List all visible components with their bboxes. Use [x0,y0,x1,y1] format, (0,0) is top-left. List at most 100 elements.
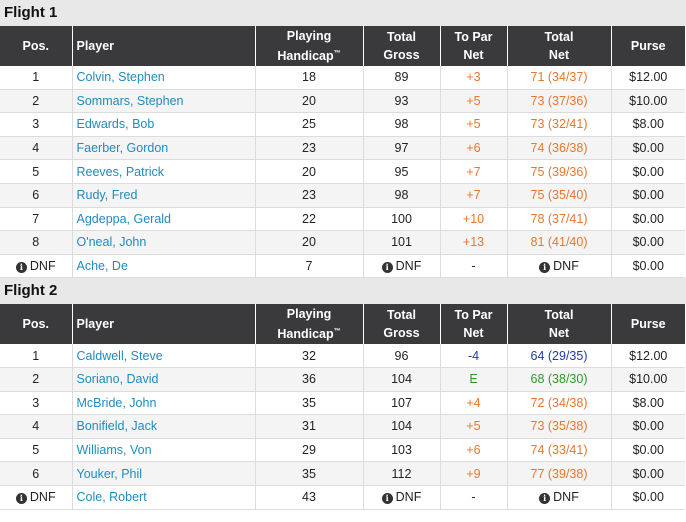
col-player[interactable]: Player [72,26,256,66]
player-link[interactable]: Rudy, Fred [72,183,256,208]
cell-gross: 97 [363,136,441,161]
cell-purse: $0.00 [611,254,685,279]
col-purse[interactable]: Purse [611,304,685,345]
cell-net: 75 (35/40) [507,183,612,208]
cell-net: 72 (34/38) [507,391,612,416]
player-link[interactable]: Bonifield, Jack [72,414,256,439]
gross-value: DNF [395,259,422,274]
player-link[interactable]: Soriano, David [72,367,256,392]
player-link[interactable]: McBride, John [72,391,256,416]
cell-gross: 98 [363,112,441,137]
flight-title: Flight 2 [0,278,686,305]
cell-gross: 100 [363,207,441,232]
info-icon[interactable]: i [381,493,393,505]
cell-purse: $0.00 [611,414,685,439]
pos-value: 6 [32,466,40,481]
col-topar[interactable]: To Par Net [440,26,508,66]
cell-purse: $12.00 [611,66,685,90]
player-link[interactable]: Colvin, Stephen [72,66,256,90]
cell-pos: 2 [0,367,73,392]
net-value: 71 (34/37) [530,70,588,85]
cell-purse: $10.00 [611,367,685,392]
gross-value: 107 [391,395,412,410]
cell-topar: +6 [440,136,508,161]
player-link[interactable]: Cole, Robert [72,485,256,510]
player-link[interactable]: Sommars, Stephen [72,89,256,114]
cell-pos: 6 [0,183,73,208]
gross-value: 96 [394,348,409,363]
info-icon[interactable]: i [15,493,27,505]
col-topar[interactable]: To Par Net [440,304,508,345]
pos-value: 7 [32,211,40,226]
header-row: Pos. Player Playing Handicap™ Total Gross … [0,304,685,345]
cell-net: i DNF [507,254,612,279]
player-link[interactable]: Caldwell, Steve [72,344,256,368]
info-icon[interactable]: i [539,262,551,274]
cell-gross: 104 [363,367,441,392]
table-row: 6 Youker, Phil 35 112 +9 77 (39/38) $0.00 [0,461,685,486]
cell-net: 74 (36/38) [507,136,612,161]
gross-value: 89 [394,70,409,85]
cell-topar: +7 [440,159,508,184]
cell-gross: i DNF [363,485,441,510]
cell-pos: 3 [0,112,73,137]
col-handicap[interactable]: Playing Handicap™ [255,304,364,345]
gross-value: 104 [391,419,412,434]
cell-topar: +5 [440,414,508,439]
pos-value: 2 [32,372,40,387]
player-link[interactable]: O'neal, John [72,230,256,255]
col-pos[interactable]: Pos. [0,26,73,66]
player-link[interactable]: Williams, Von [72,438,256,463]
info-icon[interactable]: i [15,262,27,274]
table-row: 3 Edwards, Bob 25 98 +5 73 (32/41) $8.00 [0,112,685,137]
net-value: 73 (37/36) [530,93,588,108]
player-link[interactable]: Faerber, Gordon [72,136,256,161]
cell-purse: $0.00 [611,159,685,184]
cell-gross: 93 [363,89,441,114]
col-player[interactable]: Player [72,304,256,345]
results-table: Pos. Player Playing Handicap™ Total Gross … [0,304,685,510]
cell-gross: 101 [363,230,441,255]
cell-handicap: 43 [255,485,364,510]
player-link[interactable]: Reeves, Patrick [72,159,256,184]
cell-pos: 1 [0,344,73,368]
cell-handicap: 32 [255,344,364,368]
player-link[interactable]: Edwards, Bob [72,112,256,137]
col-handicap[interactable]: Playing Handicap™ [255,26,364,66]
pos-value: 4 [32,419,40,434]
col-gross[interactable]: Total Gross [363,26,441,66]
cell-purse: $0.00 [611,207,685,232]
info-icon[interactable]: i [539,493,551,505]
cell-topar: E [440,367,508,392]
table-row: 6 Rudy, Fred 23 98 +7 75 (35/40) $0.00 [0,183,685,208]
col-gross[interactable]: Total Gross [363,304,441,345]
pos-value: 8 [32,235,40,250]
pos-value: 2 [32,93,40,108]
info-icon[interactable]: i [381,262,393,274]
player-link[interactable]: Agdeppa, Gerald [72,207,256,232]
cell-topar: +3 [440,66,508,90]
flight-title: Flight 1 [0,0,686,26]
cell-handicap: 18 [255,66,364,90]
cell-handicap: 29 [255,438,364,463]
cell-net: i DNF [507,485,612,510]
cell-handicap: 36 [255,367,364,392]
col-net[interactable]: Total Net [507,26,612,66]
net-value: 73 (35/38) [530,419,588,434]
player-link[interactable]: Youker, Phil [72,461,256,486]
cell-gross: 112 [363,461,441,486]
table-row: 1 Colvin, Stephen 18 89 +3 71 (34/37) $12.00 [0,66,685,90]
cell-topar: +9 [440,461,508,486]
cell-handicap: 7 [255,254,364,279]
col-purse[interactable]: Purse [611,26,685,66]
net-value: 75 (39/36) [530,164,588,179]
col-net[interactable]: Total Net [507,304,612,345]
cell-gross: i DNF [363,254,441,279]
table-row: 2 Sommars, Stephen 20 93 +5 73 (37/36) $10.00 [0,89,685,114]
cell-pos: 3 [0,391,73,416]
gross-value: 98 [394,117,409,132]
col-pos[interactable]: Pos. [0,304,73,345]
cell-net: 73 (35/38) [507,414,612,439]
table-row: 4 Bonifield, Jack 31 104 +5 73 (35/38) $0.00 [0,414,685,439]
player-link[interactable]: Ache, De [72,254,256,279]
